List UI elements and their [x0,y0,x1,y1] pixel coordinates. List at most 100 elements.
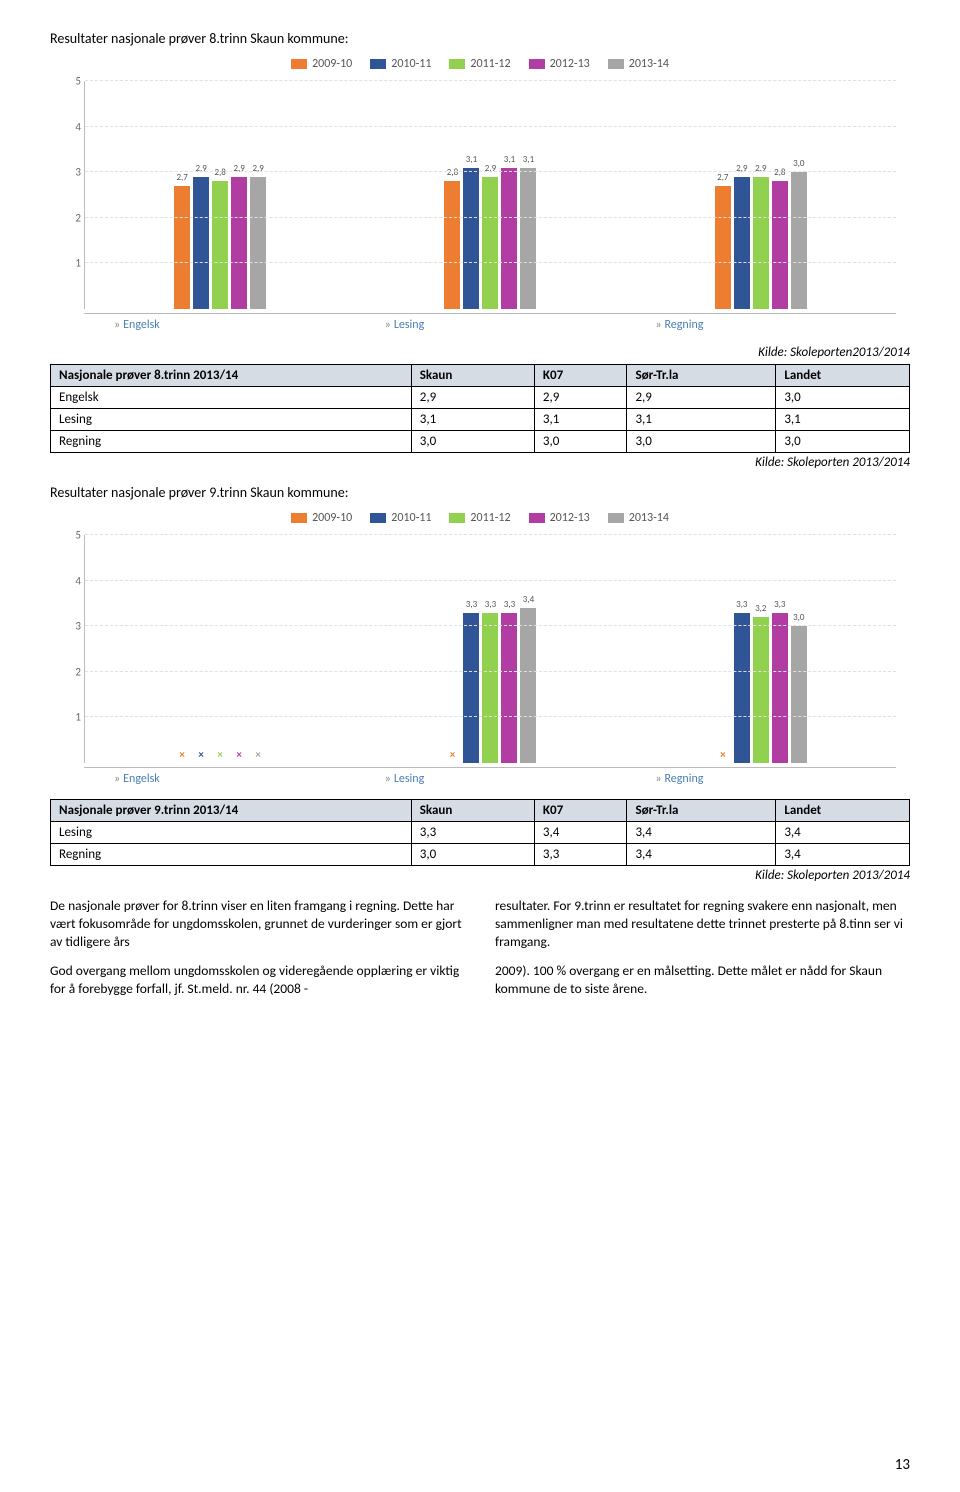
y-tick: 4 [65,120,81,133]
y-tick: 5 [65,75,81,88]
body-right-p2: 2009). 100 % overgang er en målsetting. … [495,962,910,998]
bar: 2,9 [231,177,247,309]
legend-label: 2009-10 [312,57,352,71]
bar: 3,3 [772,613,788,763]
section2-heading: Resultater nasjonale prøver 9.trinn Skau… [50,484,910,501]
legend-swatch [529,59,545,69]
table-cell: 3,0 [534,431,627,453]
legend-item: 2012-13 [529,511,590,525]
table-cell: 3,3 [411,822,534,844]
legend-item: 2009-10 [291,57,352,71]
bar: 2,9 [250,177,266,309]
section1-source-top: Kilde: Skoleporten2013/2014 [50,345,910,360]
y-tick: 2 [65,211,81,224]
bar: 3,2 [753,617,769,763]
legend-swatch [449,513,465,523]
table-cell: 3,0 [627,431,776,453]
legend-label: 2009-10 [312,511,352,525]
bar-group: 2,83,12,93,13,1 [355,81,625,309]
gridline [85,671,896,672]
y-tick: 4 [65,574,81,587]
x-axis-label: »Engelsk [84,768,355,791]
section2-source-below: Kilde: Skoleporten 2013/2014 [50,868,910,883]
gridline [85,625,896,626]
missing-mark: × [198,748,203,761]
bar: 3,3 [734,613,750,763]
legend-label: 2013-14 [629,57,669,71]
legend-item: 2013-14 [608,57,669,71]
gridline [85,262,896,263]
legend-swatch [608,59,624,69]
x-axis-label: »Regning [625,768,896,791]
bar: 3,0 [791,626,807,763]
table-header: Skaun [411,800,534,822]
table-cell: Regning [51,431,412,453]
legend-swatch [291,513,307,523]
y-tick: 3 [65,620,81,633]
gridline [85,716,896,717]
legend-item: 2009-10 [291,511,352,525]
bar: 2,9 [193,177,209,309]
y-tick: 2 [65,665,81,678]
bar-value: 3,0 [793,158,804,169]
legend-item: 2013-14 [608,511,669,525]
page-number: 13 [895,1456,910,1474]
table-cell: 3,4 [627,822,776,844]
legend-item: 2011-12 [449,57,510,71]
y-tick: 3 [65,166,81,179]
bar: 3,3 [501,613,517,763]
bar-value: 3,0 [793,612,804,623]
bar-group: ××××× [85,535,355,763]
missing-mark: × [450,748,455,761]
bar-group: ×3,33,33,33,4 [355,535,625,763]
bar: 3,3 [482,613,498,763]
table-cell: 2,9 [411,387,534,409]
bar-value: 2,8 [774,167,785,178]
table-header-name: Nasjonale prøver 9.trinn 2013/14 [51,800,412,822]
chart1: 2,72,92,82,92,92,83,12,93,13,12,72,92,92… [60,77,900,337]
table-cell: 3,1 [776,409,910,431]
section1-source-below: Kilde: Skoleporten 2013/2014 [50,455,910,470]
bar-value: 2,8 [447,167,458,178]
gridline [85,126,896,127]
bar: 2,8 [444,181,460,309]
table-row: Engelsk2,92,92,93,0 [51,387,910,409]
table-row: Regning3,03,33,43,4 [51,844,910,866]
table-cell: 3,1 [534,409,627,431]
x-axis-label: »Regning [625,314,896,337]
bar-value: 3,1 [466,154,477,165]
table-cell: 3,0 [776,431,910,453]
gridline [85,217,896,218]
body-left-p1: De nasjonale prøver for 8.trinn viser en… [50,897,465,952]
bar: 3,1 [463,168,479,309]
legend-label: 2012-13 [550,511,590,525]
x-axis-label: »Engelsk [84,314,355,337]
bar: 3,0 [791,172,807,309]
table-header-name: Nasjonale prøver 8.trinn 2013/14 [51,365,412,387]
bar-value: 3,3 [485,599,496,610]
missing-mark: × [179,748,184,761]
bar-group: ×3,33,23,33,0 [626,535,896,763]
bar-value: 2,7 [717,172,728,183]
bar: 3,1 [501,168,517,309]
table1: Nasjonale prøver 8.trinn 2013/14SkaunK07… [50,364,910,453]
table-cell: 3,4 [776,822,910,844]
chart1-legend: 2009-102010-112011-122012-132013-14 [50,57,910,71]
table-row: Lesing3,13,13,13,1 [51,409,910,431]
x-axis-label: »Lesing [355,768,626,791]
table-cell: 3,3 [534,844,627,866]
bar-value: 3,3 [736,599,747,610]
missing-mark: × [255,748,260,761]
table-header: K07 [534,365,627,387]
gridline [85,171,896,172]
legend-item: 2012-13 [529,57,590,71]
table-cell: 3,1 [627,409,776,431]
legend-label: 2010-11 [391,511,431,525]
bar: 2,8 [212,181,228,309]
legend-swatch [370,513,386,523]
gridline [85,80,896,81]
bar-value: 3,2 [755,603,766,614]
bar: 2,7 [174,186,190,309]
bar-value: 3,1 [504,154,515,165]
table-cell: Regning [51,844,412,866]
